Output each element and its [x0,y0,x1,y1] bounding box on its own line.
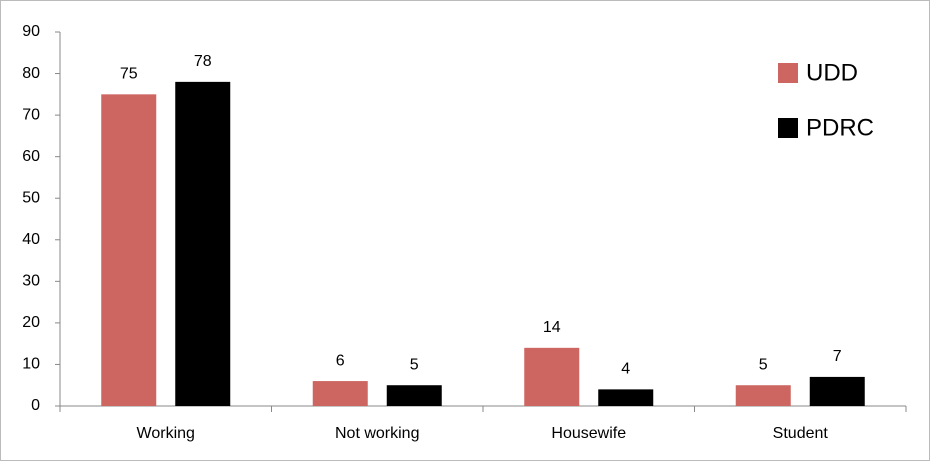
y-tick-label: 20 [22,314,40,331]
bar [386,385,442,406]
y-tick-label: 50 [22,189,40,206]
data-label: 5 [410,356,419,373]
y-tick-label: 0 [31,397,40,414]
x-tick-label: Student [773,425,829,442]
data-label: 78 [194,53,212,70]
y-tick-label: 70 [22,106,40,123]
bar [809,376,865,406]
y-tick-label: 90 [22,23,40,40]
data-label: 14 [543,319,561,336]
y-tick-label: 30 [22,273,40,290]
x-tick-label: Housewife [551,425,626,442]
x-tick-label: Not working [335,425,419,442]
data-label: 4 [621,361,630,378]
bar [101,94,157,406]
bar [735,385,791,406]
bar [598,389,654,406]
data-label: 7 [833,348,842,365]
bar [175,81,231,406]
legend-label: UDD [806,59,858,86]
bar [524,347,580,406]
x-tick-label: Working [137,425,195,442]
y-tick-label: 80 [22,65,40,82]
data-label: 5 [759,356,768,373]
data-label: 75 [120,66,138,83]
y-tick-label: 60 [22,148,40,165]
bar [312,381,368,406]
y-tick-label: 10 [22,356,40,373]
data-label: 6 [336,352,345,369]
legend-swatch [778,118,798,138]
legend-swatch [778,63,798,83]
y-tick-label: 40 [22,231,40,248]
legend-label: PDRC [806,114,874,141]
